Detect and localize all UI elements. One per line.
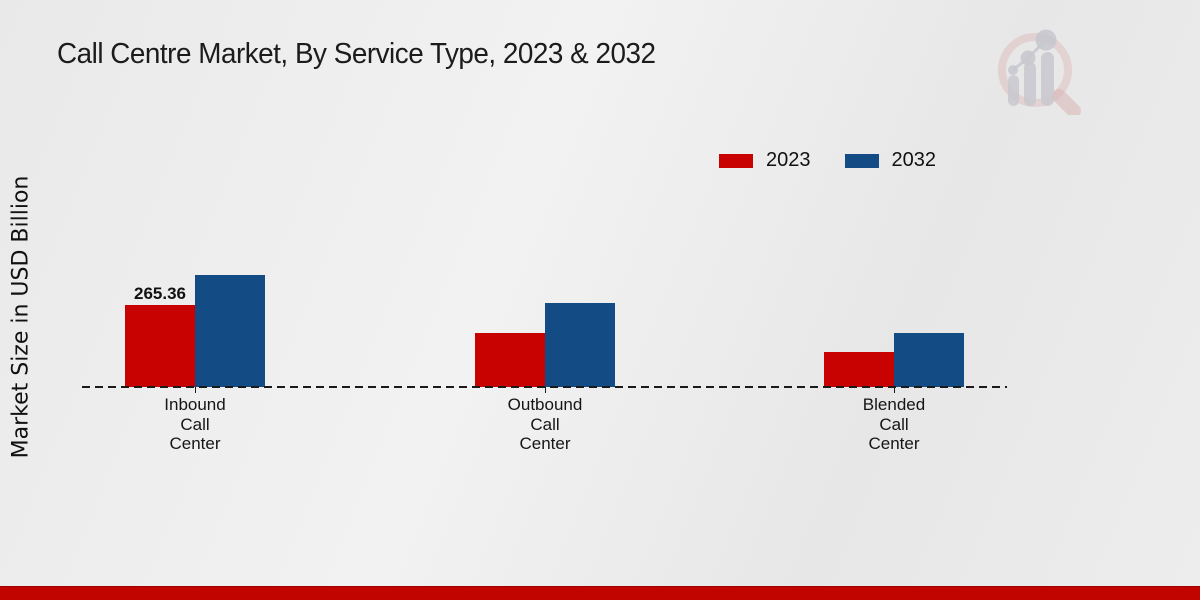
x-axis-tick — [544, 387, 546, 393]
category-label: Outbound Call Center — [507, 395, 583, 453]
legend-swatch-2023 — [719, 153, 753, 168]
chart-title: Call Centre Market, By Service Type, 202… — [57, 38, 656, 70]
bar-value-label: 265.36 — [134, 284, 186, 303]
legend-swatch-2032 — [844, 153, 879, 168]
bottom-red-band — [0, 586, 1200, 600]
x-axis-baseline — [82, 386, 1007, 388]
bar-2032-group2 — [545, 303, 615, 387]
x-axis-tick — [893, 387, 895, 393]
category-label: Blended Call Center — [862, 395, 926, 453]
bar-2023-group1 — [125, 305, 195, 387]
magnifier-bars-icon — [998, 29, 1081, 118]
legend-item-2032: 2032 — [844, 149, 937, 172]
y-axis-label: Market Size in USD Billion — [8, 175, 34, 459]
legend: 2023 2032 — [719, 149, 936, 172]
legend-label-2023: 2023 — [766, 149, 811, 171]
legend-item-2023: 2023 — [719, 149, 811, 172]
bar-2023-group2 — [475, 333, 545, 387]
bar-2032-group1 — [195, 275, 265, 387]
legend-label-2032: 2032 — [891, 149, 937, 171]
bar-2023-group3 — [824, 352, 894, 387]
x-axis-tick — [194, 387, 196, 393]
mrfr-logo — [993, 25, 1083, 118]
category-label: Inbound Call Center — [164, 395, 226, 453]
bar-2032-group3 — [894, 333, 964, 387]
